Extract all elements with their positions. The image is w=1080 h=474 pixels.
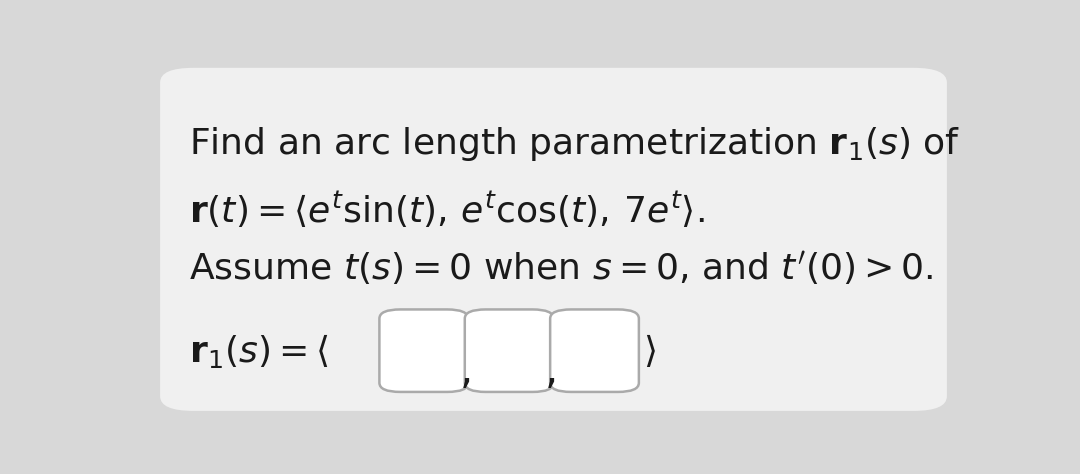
- FancyBboxPatch shape: [160, 68, 947, 411]
- Text: ,: ,: [545, 350, 558, 392]
- FancyBboxPatch shape: [550, 310, 639, 392]
- Text: $\mathbf{r}(t) = \langle e^t\sin(t),\, e^t\cos(t),\, 7e^t\rangle.$: $\mathbf{r}(t) = \langle e^t\sin(t),\, e…: [189, 190, 705, 230]
- FancyBboxPatch shape: [464, 310, 554, 392]
- Text: ,: ,: [460, 350, 473, 392]
- FancyBboxPatch shape: [379, 310, 468, 392]
- Text: Find an arc length parametrization $\mathbf{r}_1(s)$ of: Find an arc length parametrization $\mat…: [189, 126, 960, 164]
- Text: $\mathbf{r}_1(s) = \langle$: $\mathbf{r}_1(s) = \langle$: [189, 332, 329, 370]
- Text: Assume $t(s) = 0$ when $s = 0$, and $t'(0) > 0.$: Assume $t(s) = 0$ when $s = 0$, and $t'(…: [189, 250, 934, 287]
- Text: $\rangle$: $\rangle$: [643, 332, 656, 369]
